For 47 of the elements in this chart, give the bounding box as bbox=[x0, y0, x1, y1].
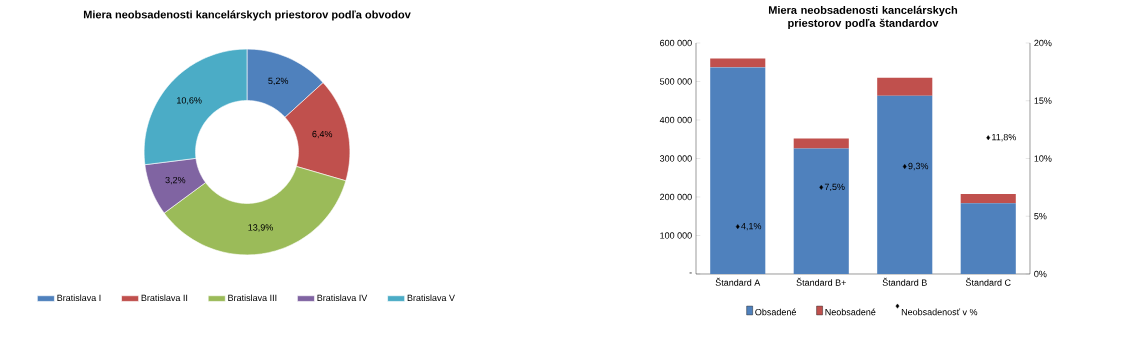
y-tick-label: 600 000 bbox=[660, 39, 692, 47]
bar bbox=[960, 203, 1016, 274]
legend-label: Obsadené bbox=[755, 308, 796, 316]
chart-title: Miera neobsadenosti kancelárskych priestorov podľa štandardov bbox=[768, 5, 958, 30]
legend-label: Neobsadené bbox=[825, 308, 876, 316]
data-label: 9,3% bbox=[908, 162, 929, 171]
data-label: 4,1% bbox=[741, 222, 762, 231]
point bbox=[819, 184, 824, 190]
bar bbox=[710, 67, 766, 274]
y-tick-label: - bbox=[689, 272, 692, 274]
y-tick-label: 200 000 bbox=[660, 193, 692, 201]
x-tick-label: Štandard C bbox=[965, 277, 1011, 286]
y2-tick-label: 5% bbox=[1034, 213, 1047, 220]
bar bbox=[877, 77, 933, 96]
point bbox=[902, 164, 907, 169]
chart-title: Miera neobsadenosti kancelárskych priestorov podľa obvodov bbox=[83, 10, 411, 21]
legend-label: Neobsadenosť v % bbox=[901, 308, 978, 316]
y2-tick-label: 15% bbox=[1034, 97, 1052, 104]
data-label: 7,5% bbox=[824, 183, 845, 192]
bar bbox=[793, 138, 849, 149]
data-label: 6,4% bbox=[312, 130, 333, 139]
y-tick-label: 100 000 bbox=[660, 232, 692, 239]
bar bbox=[960, 193, 1016, 204]
data-label: 3,2% bbox=[165, 176, 186, 185]
point bbox=[986, 135, 991, 141]
data-label: 5,2% bbox=[268, 77, 289, 86]
legend-label: Bratislava IV bbox=[317, 294, 368, 302]
legend-label: Bratislava I bbox=[57, 294, 101, 302]
y-tick-label: 500 000 bbox=[659, 78, 692, 85]
legend-label: Bratislava V bbox=[407, 294, 455, 302]
data-label: 11,8% bbox=[992, 133, 1016, 142]
data-label: 13,9% bbox=[248, 224, 273, 232]
x-tick-label: Štandard B bbox=[882, 277, 927, 286]
point bbox=[735, 224, 740, 230]
x-tick-label: Štandard B+ bbox=[796, 277, 846, 286]
legend-label: Bratislava III bbox=[228, 294, 277, 302]
y2-tick-label: 20% bbox=[1034, 39, 1052, 47]
y-tick-label: 300 000 bbox=[659, 155, 692, 162]
bar bbox=[877, 95, 933, 274]
data-label: 10,6% bbox=[177, 97, 202, 105]
bar bbox=[793, 148, 849, 274]
legend-label: Bratislava II bbox=[141, 294, 188, 302]
y2-tick-label: 10% bbox=[1034, 155, 1052, 162]
x-tick-label: Štandard A bbox=[715, 277, 761, 286]
y-tick-label: 400 000 bbox=[659, 116, 692, 124]
bar bbox=[710, 58, 766, 68]
y2-tick-label: 0% bbox=[1034, 270, 1047, 278]
